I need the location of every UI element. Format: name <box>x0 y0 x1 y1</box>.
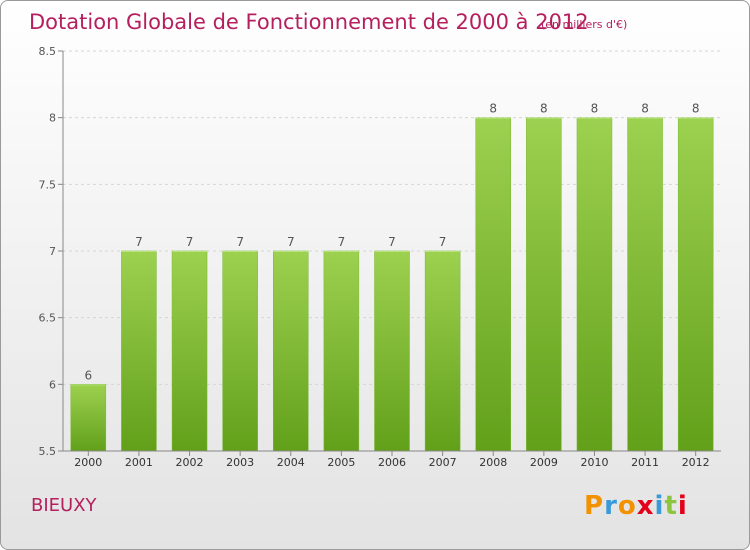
y-tick-label: 5.5 <box>39 445 57 458</box>
data-label: 8 <box>540 102 548 116</box>
logo-letter: t <box>664 491 678 521</box>
data-label: 7 <box>338 235 346 249</box>
x-tick-label: 2002 <box>176 456 204 469</box>
x-tick-label: 2010 <box>580 456 608 469</box>
y-tick-label: 7 <box>49 245 56 258</box>
bar <box>121 250 157 452</box>
x-tick-label: 2001 <box>125 456 153 469</box>
x-tick-label: 2004 <box>277 456 305 469</box>
x-tick-label: 2011 <box>631 456 659 469</box>
logo-letter: o <box>617 491 637 521</box>
bar <box>273 250 309 452</box>
data-label: 8 <box>591 102 599 116</box>
bar <box>677 117 714 452</box>
logo-letter: P <box>584 491 605 521</box>
data-label: 7 <box>186 235 194 249</box>
bar <box>323 250 360 452</box>
x-tick-label: 2009 <box>530 456 558 469</box>
bar <box>374 250 410 452</box>
bar <box>424 250 461 452</box>
x-tick-label: 2007 <box>429 456 457 469</box>
commune-name: BIEUXY <box>31 495 97 516</box>
proxiti-logo: Proxiti <box>584 491 688 521</box>
data-label: 8 <box>489 102 497 116</box>
logo-letter: i <box>654 491 665 521</box>
data-label: 8 <box>692 102 700 116</box>
data-label: 7 <box>388 235 396 249</box>
bar <box>526 117 562 452</box>
x-tick-label: 2000 <box>74 456 102 469</box>
y-tick-label: 7.5 <box>39 178 57 191</box>
x-tick-label: 2006 <box>378 456 406 469</box>
x-tick-label: 2005 <box>327 456 355 469</box>
y-tick-label: 6.5 <box>39 312 57 325</box>
bar <box>475 117 511 452</box>
x-tick-label: 2003 <box>226 456 254 469</box>
data-label: 7 <box>236 235 244 249</box>
data-label: 7 <box>439 235 447 249</box>
x-tick-label: 2008 <box>479 456 507 469</box>
y-tick-label: 8.5 <box>39 45 57 58</box>
chart-title: Dotation Globale de Fonctionnement de 20… <box>29 10 589 34</box>
logo-letter: x <box>636 491 655 521</box>
y-tick-label: 6 <box>49 378 56 391</box>
x-tick-label: 2012 <box>682 456 710 469</box>
bar <box>171 250 208 452</box>
bar <box>70 384 107 452</box>
data-label: 7 <box>135 235 143 249</box>
logo-letter: i <box>677 491 688 521</box>
bar <box>576 117 613 452</box>
chart-subtitle: (en milliers d'€) <box>541 18 628 31</box>
data-label: 8 <box>641 102 649 116</box>
data-label: 7 <box>287 235 295 249</box>
logo-letter: r <box>604 491 618 521</box>
y-tick-label: 8 <box>49 112 56 125</box>
bar <box>222 250 258 452</box>
bar <box>627 117 663 452</box>
data-label: 6 <box>84 368 92 382</box>
